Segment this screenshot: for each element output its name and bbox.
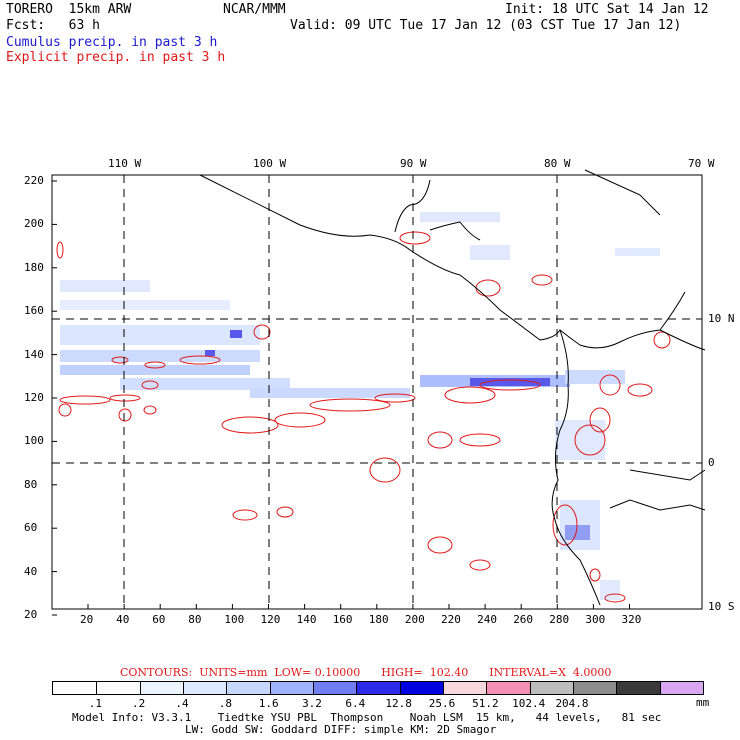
lon-label-70w: 70 W	[688, 157, 715, 170]
bottom-tick-label: 20	[80, 613, 94, 626]
cumulus-precip-shading	[60, 212, 660, 600]
left-tick-label: 160	[24, 304, 44, 318]
colorbar-cell	[313, 682, 357, 694]
colorbar-cell	[183, 682, 227, 694]
init-time: Init: 18 UTC Sat 14 Jan 12	[505, 2, 709, 17]
axis-ticks	[52, 180, 630, 616]
colorbar-label: 204.8	[555, 697, 589, 710]
colorbar-label: 6.4	[345, 697, 366, 710]
bottom-tick-label: 100	[224, 613, 245, 626]
colorbar-label: .1	[88, 697, 102, 710]
left-tick-label: 40	[24, 564, 38, 578]
colorbar-cell	[96, 682, 140, 694]
explicit-precip-contours	[56, 231, 671, 603]
bottom-tick-label: 200	[404, 613, 425, 626]
colorbar-label: 51.2	[472, 697, 499, 710]
lon-label-90w: 90 W	[400, 157, 427, 170]
lon-label-110w: 110 W	[108, 157, 142, 170]
colorbar-label: 102.4	[512, 697, 546, 710]
colorbar-cell	[616, 682, 660, 694]
bottom-tick-label: 300	[585, 613, 606, 626]
colorbar-cell	[573, 682, 617, 694]
lat-lon-grid	[52, 175, 702, 609]
organization-label: NCAR/MMM	[223, 2, 286, 17]
colorbar-cell	[269, 682, 313, 694]
colorbar-label: 3.2	[302, 697, 322, 710]
colorbar	[52, 681, 704, 695]
colorbar-label: .8	[218, 697, 232, 710]
bottom-tick-label: 140	[296, 613, 317, 626]
coastlines	[199, 169, 706, 606]
colorbar-label: .4	[175, 697, 189, 710]
model-name: TORERO 15km ARW	[6, 2, 132, 17]
colorbar-cell	[53, 682, 97, 694]
colorbar-label: .2	[132, 697, 146, 710]
left-tick-label: 180	[24, 260, 44, 274]
bottom-tick-label: 220	[441, 613, 461, 626]
colorbar-label: 1.6	[258, 697, 279, 710]
colorbar-cell	[529, 682, 573, 694]
colorbar-label: 25.6	[428, 697, 456, 710]
bottom-tick-label: 120	[260, 613, 281, 626]
left-tick-label: 80	[24, 477, 38, 491]
colorbar-cell	[356, 682, 400, 694]
colorbar-label: 12.8	[385, 697, 412, 710]
bottom-tick-label: 320	[621, 613, 642, 626]
colorbar-cell	[139, 682, 183, 694]
bottom-tick-label: 240	[477, 613, 497, 626]
left-tick-label: 220	[24, 174, 44, 187]
model-physics: LW: Godd SW: Goddard DIFF: simple KM: 2D…	[185, 723, 497, 736]
colorbar-cell	[443, 682, 487, 694]
explicit-precip-title: Explicit precip. in past 3 h	[6, 50, 226, 65]
lat-label-10n: 10 N	[708, 312, 735, 325]
left-tick-label: 60	[24, 521, 38, 535]
colorbar-cell	[486, 682, 530, 694]
lon-label-100w: 100 W	[253, 157, 287, 170]
left-tick-label: 20	[24, 608, 38, 621]
bottom-tick-label: 160	[332, 613, 353, 626]
bottom-tick-label: 180	[368, 613, 389, 626]
bottom-tick-label: 80	[188, 613, 202, 626]
bottom-tick-label: 40	[116, 613, 130, 626]
colorbar-cell	[226, 682, 270, 694]
valid-time: Valid: 09 UTC Tue 17 Jan 12 (03 CST Tue …	[290, 18, 682, 33]
lon-label-80w: 80 W	[544, 157, 571, 170]
left-tick-label: 140	[24, 347, 44, 361]
cumulus-precip-title: Cumulus precip. in past 3 h	[6, 35, 218, 50]
lat-label-0: 0	[708, 456, 715, 469]
bottom-tick-label: 260	[513, 613, 534, 626]
bottom-tick-label: 60	[152, 613, 166, 626]
bottom-tick-label: 280	[549, 613, 570, 626]
lat-label-10s: 10 S	[708, 600, 735, 613]
contour-info: CONTOURS: UNITS=mm LOW= 0.10000 HIGH= 10…	[120, 666, 612, 679]
colorbar-cell	[659, 682, 703, 694]
forecast-hour: Fcst: 63 h	[6, 18, 100, 33]
colorbar-cell	[399, 682, 443, 694]
left-tick-label: 100	[24, 434, 44, 448]
colorbar-units: mm	[696, 696, 710, 709]
left-tick-label: 200	[24, 217, 44, 231]
model-info: Model Info: V3.3.1 Tiedtke YSU PBL Thomp…	[72, 711, 662, 724]
left-tick-label: 120	[24, 391, 44, 404]
